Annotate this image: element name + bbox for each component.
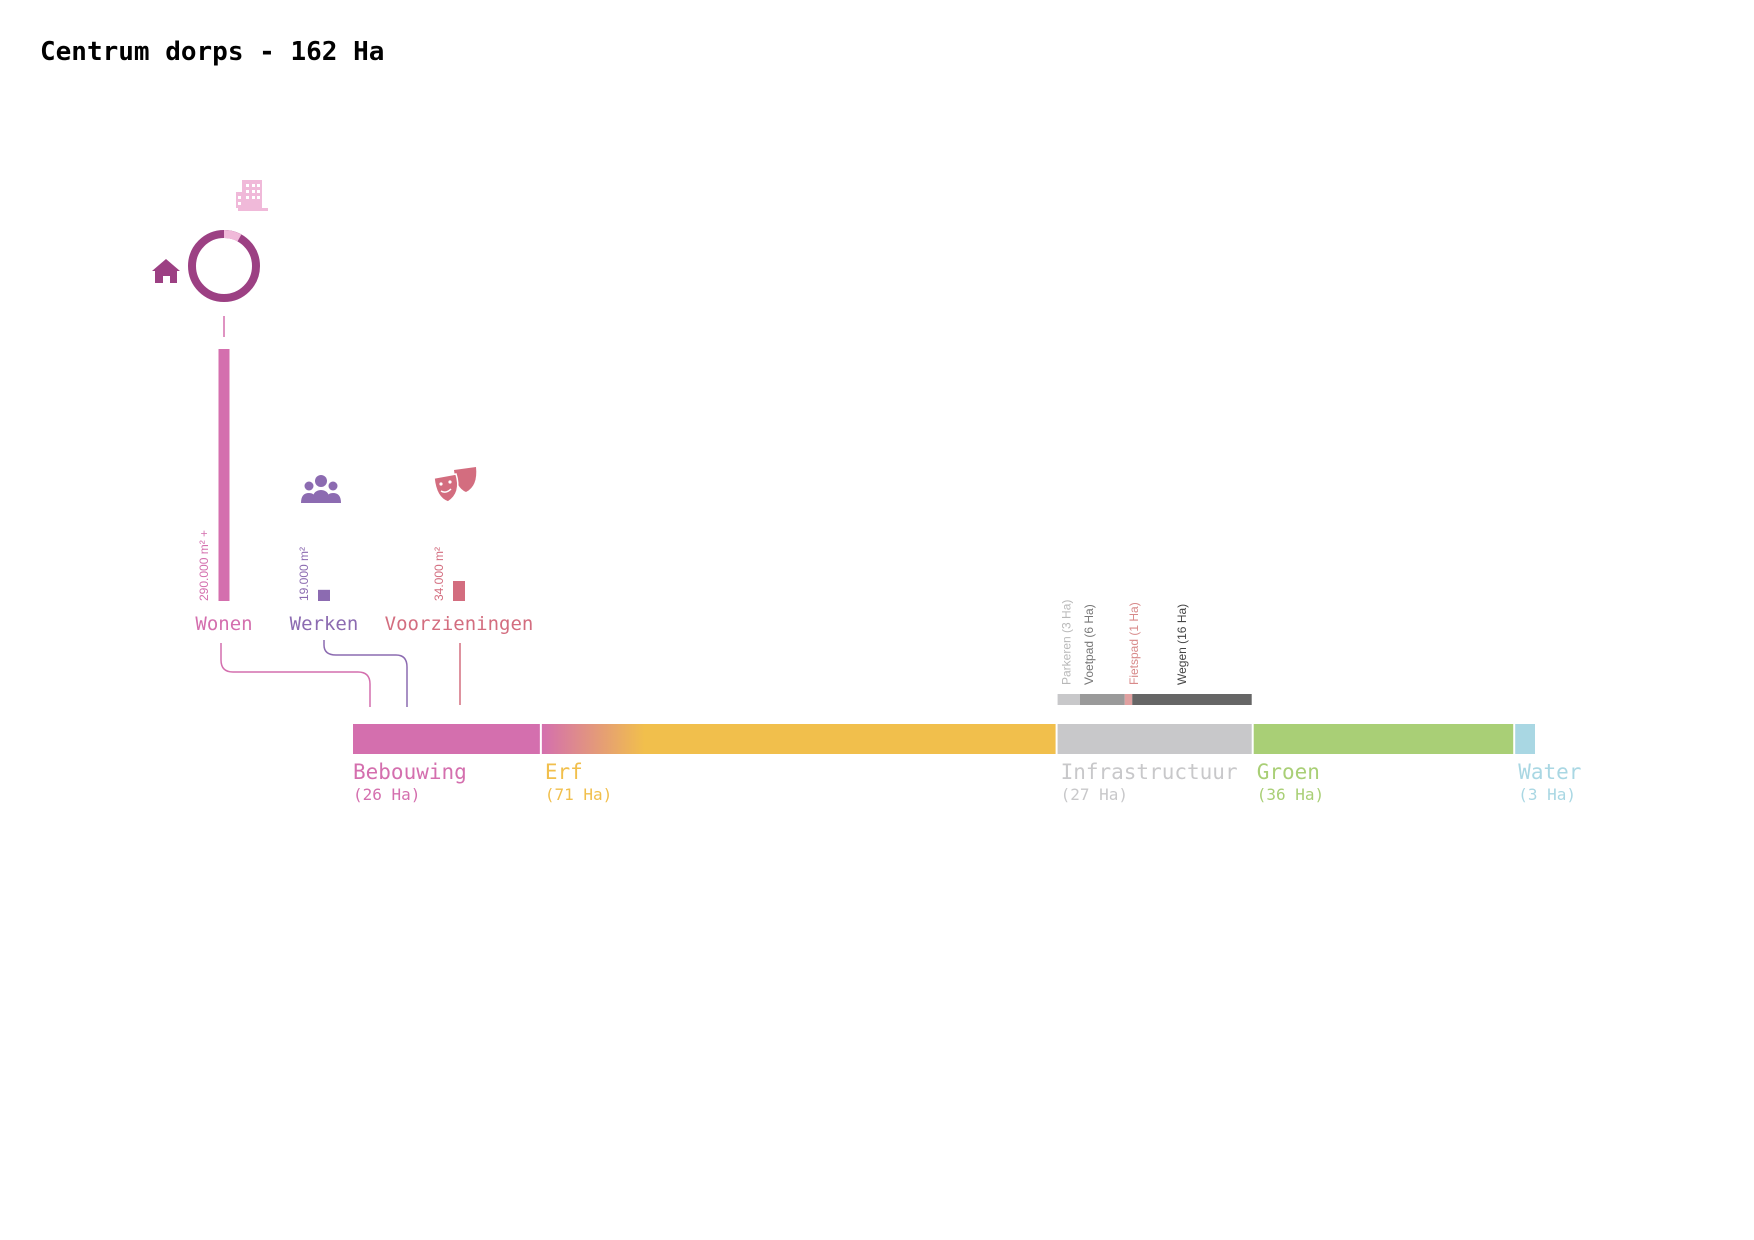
sub-bar-fietspad <box>1124 694 1133 705</box>
segment-label-erf: Erf <box>545 760 583 784</box>
segment-label-groen: Groen <box>1257 760 1320 784</box>
bar-segment-infrastructuur <box>1057 724 1252 754</box>
floor-bar-voorzieningen <box>453 581 465 601</box>
floor-label-werken: Werken <box>290 613 359 635</box>
floor-bar-wonen <box>218 349 230 601</box>
segment-value-erf: (71 Ha) <box>545 785 612 804</box>
house-icon <box>152 259 180 283</box>
bar-segment-erf <box>541 724 1056 754</box>
segment-label-infrastructuur: Infrastructuur <box>1061 760 1238 784</box>
floor-value-wonen: 290.000 m² + <box>197 530 211 601</box>
floor-label-wonen: Wonen <box>195 613 252 635</box>
sub-bar-wegen <box>1132 694 1252 705</box>
office-building-icon <box>236 180 268 211</box>
sub-label-fietspad: Fietspad (1 Ha) <box>1127 602 1141 685</box>
sub-label-parkeren: Parkeren (3 Ha) <box>1060 600 1074 685</box>
segment-value-bebouwing: (26 Ha) <box>353 785 420 804</box>
segment-value-water: (3 Ha) <box>1518 785 1576 804</box>
bar-segment-groen <box>1253 724 1514 754</box>
ring-other <box>223 230 242 242</box>
sub-bar-parkeren <box>1057 694 1080 705</box>
sub-label-wegen: Wegen (16 Ha) <box>1175 604 1189 685</box>
bar-segment-bebouwing <box>353 724 540 754</box>
sub-label-voetpad: Voetpad (6 Ha) <box>1082 604 1096 685</box>
segment-value-groen: (36 Ha) <box>1257 785 1324 804</box>
page-title: Centrum dorps - 162 Ha <box>40 37 384 67</box>
connector-wonen <box>220 643 371 707</box>
floor-value-werken: 19.000 m² <box>297 547 311 601</box>
people-group-icon <box>301 475 341 503</box>
segment-label-bebouwing: Bebouwing <box>353 760 467 784</box>
segment-label-water: Water <box>1518 760 1581 784</box>
bar-segment-water <box>1515 724 1535 754</box>
ring-residential <box>188 230 260 302</box>
housing-ring <box>188 230 260 302</box>
floor-bar-werken <box>318 589 330 601</box>
segment-value-infrastructuur: (27 Ha) <box>1061 785 1128 804</box>
connector-werken <box>323 640 408 707</box>
floor-value-voorzieningen: 34.000 m² <box>432 547 446 601</box>
theater-masks-icon <box>433 467 477 503</box>
sub-bar-voetpad <box>1079 694 1125 705</box>
floor-label-voorzieningen: Voorzieningen <box>385 613 534 635</box>
